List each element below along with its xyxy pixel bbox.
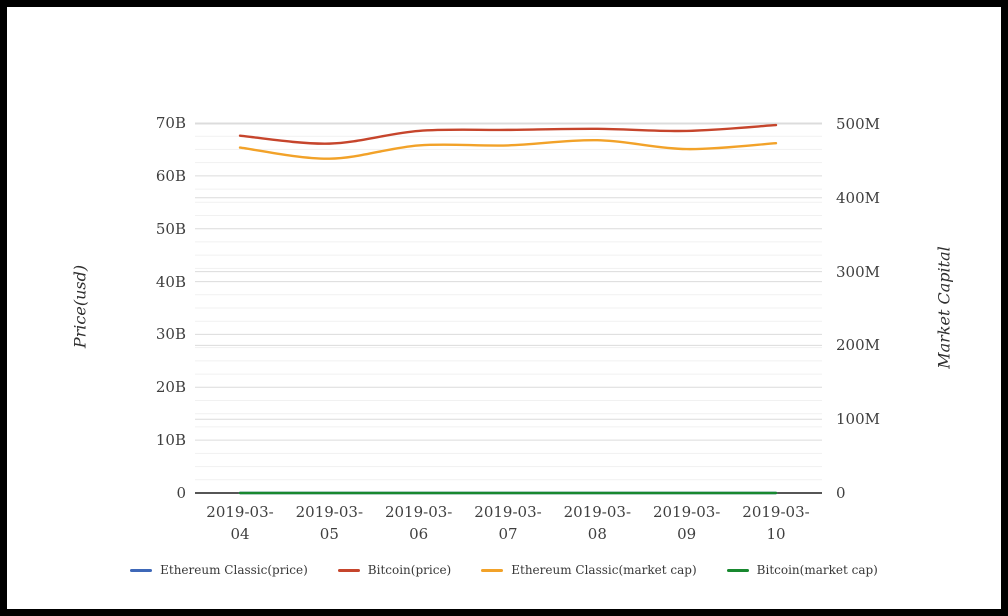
legend-swatch-line (130, 568, 153, 572)
x-label-line1: 2019-03- (474, 503, 542, 521)
y-left-tick-label: 20B (155, 378, 186, 397)
legend-label: Bitcoin(market cap) (756, 563, 878, 577)
y-right-tick-label: 400M (836, 188, 880, 207)
y-left-tick-label: 10B (155, 431, 186, 450)
y-right-tick-label: 200M (836, 336, 880, 355)
legend-label: Ethereum Classic(market cap) (511, 563, 697, 577)
y-axis-right-title: Market Capital (934, 246, 954, 369)
series-line-bitcoin-price- (238, 123, 778, 145)
x-label-line1: 2019-03- (206, 503, 274, 521)
y-right-tick-label: 300M (836, 262, 880, 281)
gridlines-major (195, 122, 822, 441)
y-axis-left-title: Price(usd) (70, 264, 90, 349)
x-axis-tick-label: 2019-03- 10 (728, 501, 824, 545)
x-label-line1: 2019-03- (563, 503, 632, 521)
x-axis-tick-label: 2019-03- 09 (639, 501, 735, 545)
y-left-tick-label: 40B (155, 272, 186, 291)
legend-item-ethereum-classic-market-cap-[interactable]: Ethereum Classic(market cap) (481, 563, 697, 577)
x-label-line2: 04 (230, 525, 250, 543)
x-label-line1: 2019-03- (652, 503, 721, 521)
x-axis-tick-label: 2019-03- 08 (549, 501, 645, 545)
chart-legend: Ethereum Classic(price) Bitcoin(price) Eth… (7, 563, 1001, 577)
y-left-tick-label: 50B (155, 219, 186, 238)
y-right-tick-label: 100M (836, 410, 880, 429)
x-label-line1: 2019-03- (384, 503, 453, 521)
x-label-line2: 10 (766, 525, 786, 543)
x-label-line2: 09 (677, 525, 697, 543)
series-line-ethereum-classic-market-cap- (238, 139, 778, 160)
x-label-line2: 08 (587, 525, 607, 543)
y-left-tick-label: 0 (176, 484, 186, 502)
legend-swatch-line (337, 568, 360, 572)
x-label-line2: 06 (409, 525, 429, 543)
legend-swatch-line (726, 568, 749, 572)
x-label-line1: 2019-03- (742, 503, 810, 521)
x-label-line2: 05 (319, 525, 339, 543)
y-left-tick-label: 30B (155, 325, 186, 344)
legend-item-bitcoin-market-cap-[interactable]: Bitcoin(market cap) (726, 563, 878, 577)
legend-item-bitcoin-price-[interactable]: Bitcoin(price) (337, 563, 452, 577)
x-axis-tick-label: 2019-03- 06 (371, 501, 467, 545)
x-label-line2: 07 (498, 525, 518, 543)
x-axis-tick-label: 2019-03- 05 (281, 501, 377, 545)
y-left-tick-label: 60B (155, 166, 186, 185)
legend-label: Ethereum Classic(price) (160, 563, 308, 577)
y-left-tick-label: 70B (155, 114, 186, 132)
legend-label: Bitcoin(price) (367, 563, 452, 577)
y-right-tick-label: 500M (836, 115, 880, 133)
legend-swatch-line (481, 568, 504, 572)
y-right-tick-label: 0 (836, 484, 846, 502)
x-axis-tick-label: 2019-03- 07 (460, 501, 556, 545)
x-label-line1: 2019-03- (295, 503, 364, 521)
x-axis-tick-label: 2019-03- 04 (192, 501, 288, 545)
legend-item-ethereum-classic-price-[interactable]: Ethereum Classic(price) (130, 563, 308, 577)
series-lines (238, 123, 778, 495)
gridlines-minor (195, 135, 822, 481)
